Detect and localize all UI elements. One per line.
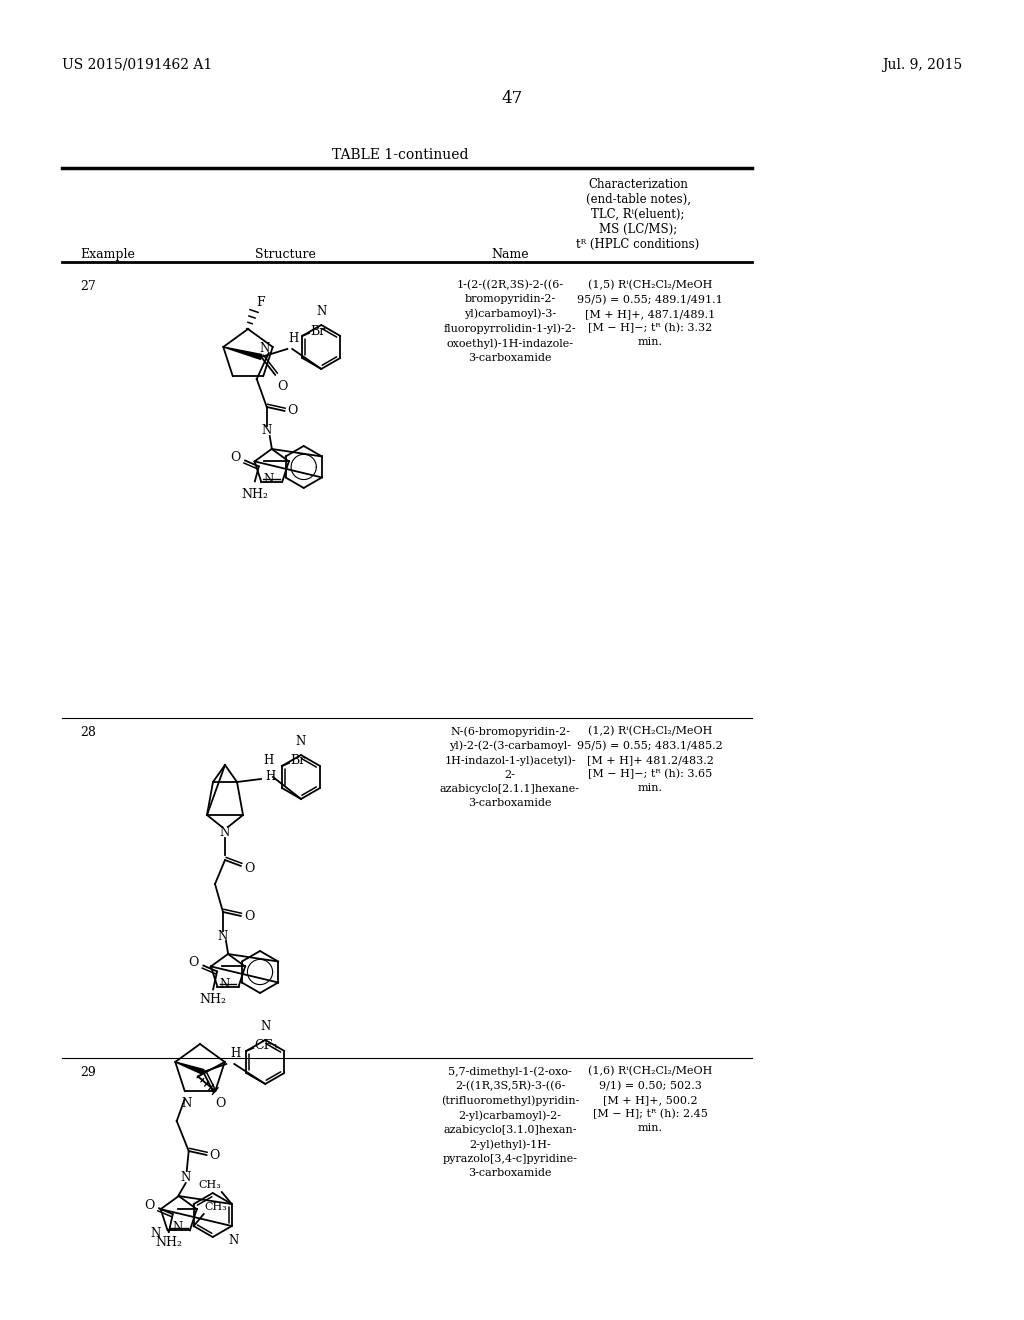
Text: N: N (228, 1234, 239, 1247)
Polygon shape (175, 1063, 204, 1074)
Text: N: N (260, 342, 270, 355)
Text: O: O (288, 404, 298, 417)
Text: TABLE 1-continued: TABLE 1-continued (332, 148, 468, 162)
Text: N: N (263, 473, 273, 486)
Text: N: N (219, 978, 229, 991)
Text: CH₃: CH₃ (198, 1180, 221, 1191)
Text: MS (LC/MS);: MS (LC/MS); (599, 223, 677, 236)
Text: N: N (260, 1020, 270, 1034)
Text: O: O (188, 956, 199, 969)
Text: N: N (151, 1226, 161, 1239)
Text: CH₃: CH₃ (205, 1203, 227, 1212)
Text: O: O (215, 1097, 225, 1110)
Text: H: H (289, 331, 299, 345)
Text: NH₂: NH₂ (242, 488, 268, 502)
Text: 1-(2-((2R,3S)-2-((6-
bromopyridin-2-
yl)carbamoyl)-3-
fluoropyrrolidin-1-yl)-2-
: 1-(2-((2R,3S)-2-((6- bromopyridin-2- yl)… (443, 280, 577, 363)
Text: Br: Br (290, 755, 305, 767)
Text: NH₂: NH₂ (156, 1236, 182, 1249)
Text: N: N (218, 929, 228, 942)
Text: TLC, Rⁱ(eluent);: TLC, Rⁱ(eluent); (591, 209, 685, 220)
Text: N: N (296, 735, 306, 748)
Text: N: N (316, 305, 327, 318)
Text: O: O (210, 1148, 220, 1162)
Text: Name: Name (492, 248, 528, 261)
Text: H: H (230, 1047, 241, 1060)
Text: Example: Example (80, 248, 135, 261)
Text: (end-table notes),: (end-table notes), (586, 193, 690, 206)
Text: O: O (230, 451, 241, 463)
Text: N: N (181, 1097, 191, 1110)
Text: H: H (265, 771, 275, 784)
Text: Characterization: Characterization (588, 178, 688, 191)
Text: O: O (244, 862, 254, 874)
Polygon shape (223, 347, 262, 359)
Text: 47: 47 (502, 90, 522, 107)
Text: CF₃: CF₃ (254, 1039, 278, 1052)
Text: Br: Br (310, 326, 326, 338)
Text: N: N (180, 1171, 190, 1184)
Text: 27: 27 (80, 280, 96, 293)
Text: 5,7-dimethyl-1-(2-oxo-
2-((1R,3S,5R)-3-((6-
(trifluoromethyl)pyridin-
2-yl)carba: 5,7-dimethyl-1-(2-oxo- 2-((1R,3S,5R)-3-(… (440, 1067, 580, 1177)
Text: Jul. 9, 2015: Jul. 9, 2015 (882, 58, 962, 73)
Text: N: N (220, 825, 230, 838)
Text: N-(6-bromopyridin-2-
yl)-2-(2-(3-carbamoyl-
1H-indazol-1-yl)acetyl)-
2-
azabicyc: N-(6-bromopyridin-2- yl)-2-(2-(3-carbamo… (440, 726, 580, 808)
Text: N: N (173, 1221, 183, 1234)
Text: (1,5) Rⁱ(CH₂Cl₂/MeOH
95/5) = 0.55; 489.1/491.1
[M + H]+, 487.1/489.1
[M − H]−; t: (1,5) Rⁱ(CH₂Cl₂/MeOH 95/5) = 0.55; 489.1… (578, 280, 723, 347)
Text: F: F (256, 296, 264, 309)
Text: (1,6) Rⁱ(CH₂Cl₂/MeOH
9/1) = 0.50; 502.3
[M + H]+, 500.2
[M − H]; tᴿ (h): 2.45
mi: (1,6) Rⁱ(CH₂Cl₂/MeOH 9/1) = 0.50; 502.3 … (588, 1067, 712, 1134)
Text: N: N (261, 425, 271, 437)
Text: (1,2) Rⁱ(CH₂Cl₂/MeOH
95/5) = 0.55; 483.1/485.2
[M + H]+ 481.2/483.2
[M − H]−; tᴿ: (1,2) Rⁱ(CH₂Cl₂/MeOH 95/5) = 0.55; 483.1… (578, 726, 723, 793)
Text: O: O (244, 909, 254, 923)
Text: 28: 28 (80, 726, 96, 739)
Text: NH₂: NH₂ (200, 994, 226, 1006)
Text: O: O (144, 1199, 155, 1212)
Text: US 2015/0191462 A1: US 2015/0191462 A1 (62, 58, 212, 73)
Text: H: H (263, 754, 273, 767)
Text: 29: 29 (80, 1067, 96, 1078)
Text: tᴿ (HPLC conditions): tᴿ (HPLC conditions) (577, 238, 699, 251)
Text: Structure: Structure (255, 248, 315, 261)
Text: O: O (278, 380, 288, 393)
